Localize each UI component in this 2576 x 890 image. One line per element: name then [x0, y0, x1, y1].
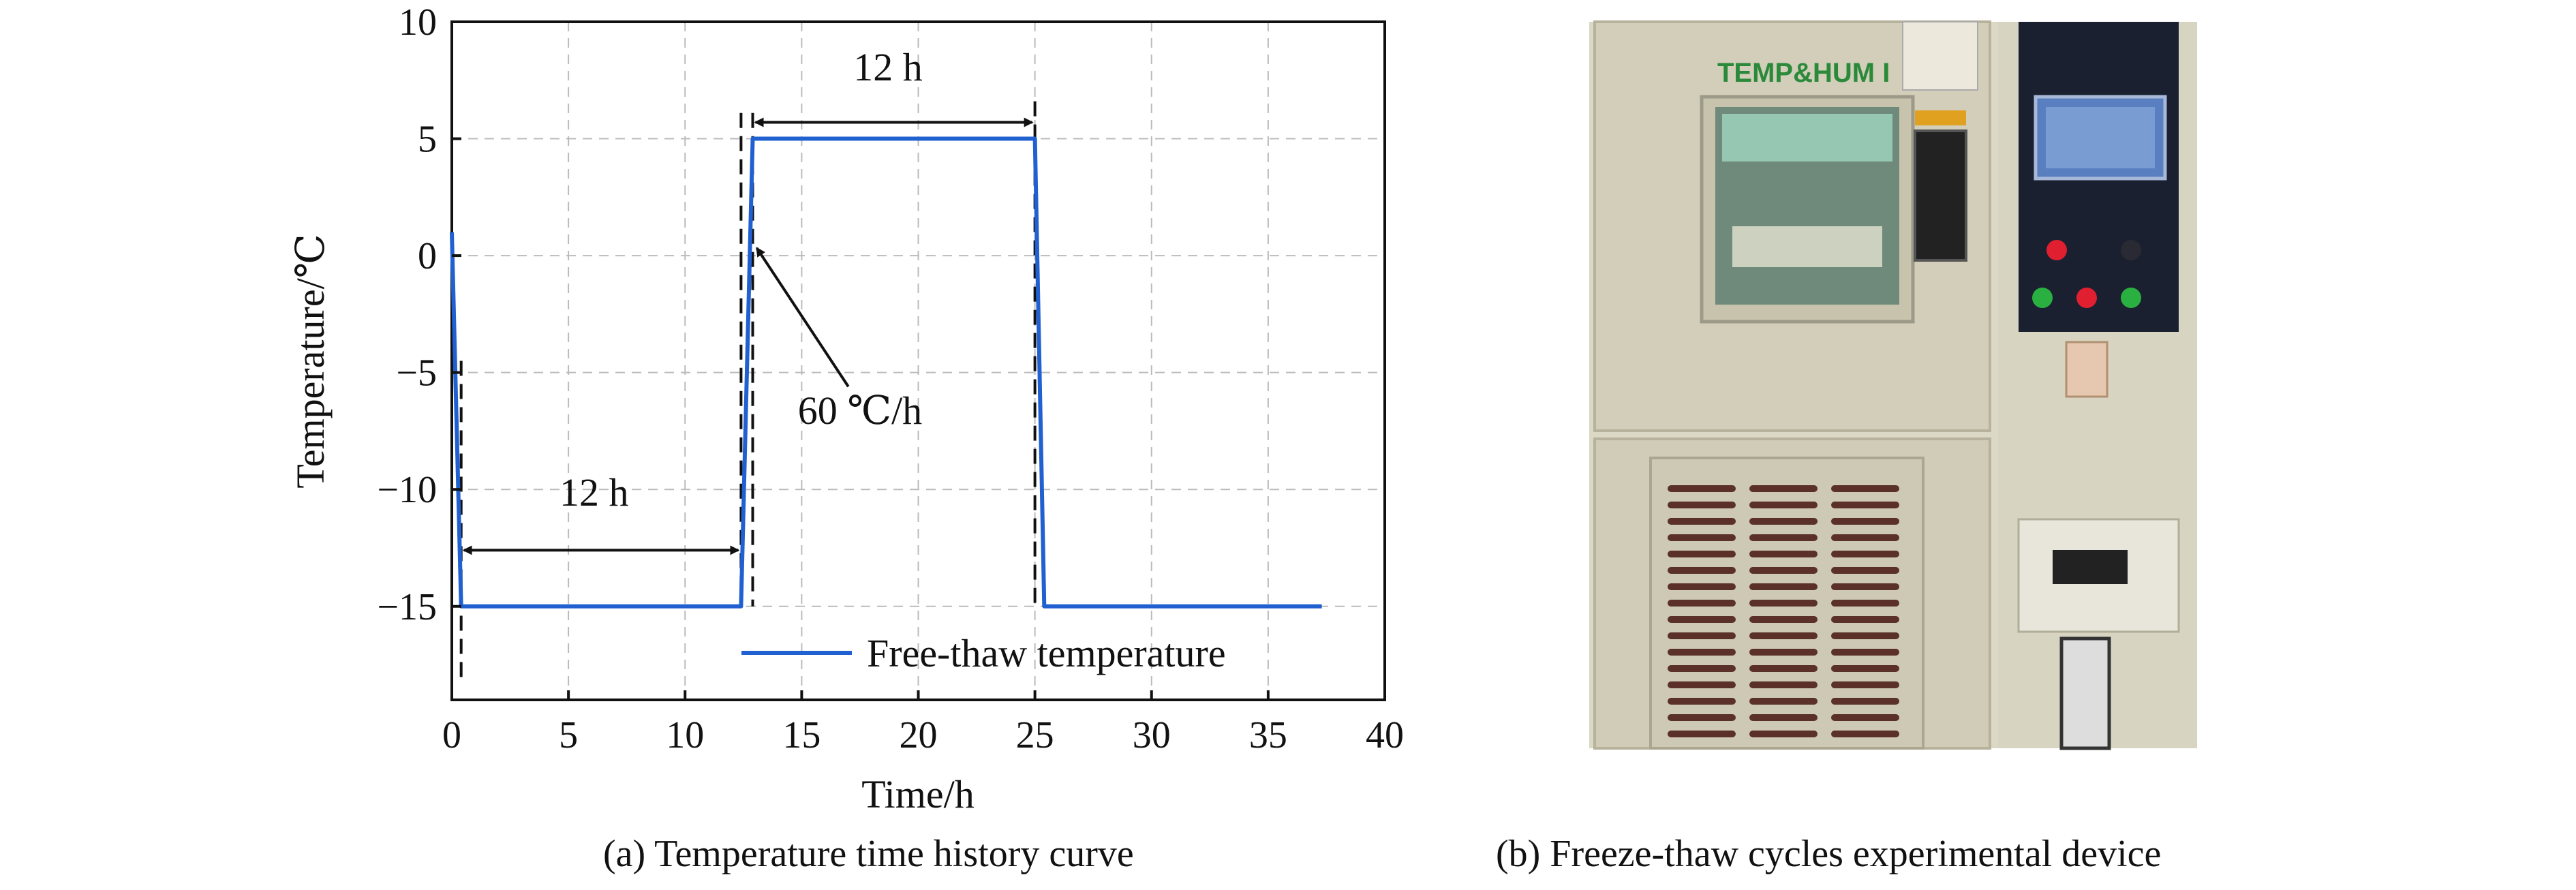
vent-slots: [1668, 485, 1899, 737]
caption-a: (a) Temperature time history curve: [603, 833, 1134, 875]
vent-slot: [1749, 583, 1818, 590]
x-tick-label: 30: [1133, 714, 1171, 756]
vent-slot: [1831, 502, 1899, 508]
dark-knob: [2121, 240, 2141, 260]
vent-slot: [1831, 583, 1899, 590]
vent-slot: [1831, 681, 1899, 688]
red-button-top: [2046, 240, 2067, 260]
vent-slot: [1749, 551, 1818, 557]
vent-slot: [1749, 714, 1818, 721]
vent-slot: [1668, 518, 1736, 525]
screen-content: [2046, 107, 2155, 168]
flow-meter: [2059, 636, 2111, 750]
window-shelf: [1732, 226, 1882, 267]
vent-slot: [1668, 698, 1736, 705]
x-tick-label: 40: [1366, 714, 1404, 756]
freeze-thaw-chamber-photo: TEMP&HUM I: [1589, 20, 2197, 750]
y-tick-label: −15: [377, 586, 437, 628]
chart-grid: [452, 22, 1385, 700]
vent-slot: [1831, 665, 1899, 672]
vent-slot: [1668, 551, 1736, 557]
vent-slot: [1831, 600, 1899, 607]
vent-slot: [1831, 551, 1899, 557]
vent-slot: [1831, 534, 1899, 541]
x-axis-title: Time/h: [861, 772, 974, 816]
y-axis-title: Temperature/℃: [288, 234, 333, 488]
vent-slot: [1749, 632, 1818, 639]
vent-slot: [1831, 714, 1899, 721]
y-tick-label: −5: [396, 352, 437, 395]
y-tick-label: −10: [377, 469, 437, 511]
annotation-label: 12 h: [559, 470, 629, 515]
vent-slot: [1668, 583, 1736, 590]
vent-slot: [1668, 567, 1736, 574]
temperature-chart: 0 5 10 15 20 25 30 35 40 10 5 0 −5 −10 −15 12 h 12 h 60…: [288, 1, 1404, 816]
vent-slot: [1749, 502, 1818, 508]
vent-slot: [1749, 616, 1818, 623]
y-tick-label: 5: [418, 119, 437, 161]
x-axis-ticks: 0 5 10 15 20 25 30 35 40: [442, 690, 1404, 756]
vent-slot: [1831, 731, 1899, 737]
rate-arrow: [755, 247, 850, 388]
y-tick-label: 0: [418, 235, 437, 277]
y-axis-ticks: 10 5 0 −5 −10 −15: [377, 1, 461, 628]
annotation-label: 12 h: [853, 45, 923, 89]
x-tick-label: 20: [900, 714, 938, 756]
vent-slot: [1668, 649, 1736, 656]
vent-slot: [1668, 731, 1736, 737]
power-switch: [2065, 341, 2109, 398]
vent-slot: [1749, 698, 1818, 705]
vent-slot: [1831, 616, 1899, 623]
caption-b: (b) Freeze-thaw cycles experimental devi…: [1496, 833, 2162, 875]
x-tick-label: 5: [559, 714, 578, 756]
vent-slot: [1668, 534, 1736, 541]
vent-slot: [1831, 518, 1899, 525]
x-tick-label: 35: [1249, 714, 1287, 756]
green-button-left: [2032, 288, 2053, 308]
vent-slot: [1668, 665, 1736, 672]
x-tick-label: 0: [442, 714, 461, 756]
slot-opening: [2053, 550, 2128, 584]
vent-slot: [1749, 485, 1818, 492]
chamber-brand-label: TEMP&HUM I: [1717, 58, 1890, 88]
vent-slot: [1831, 567, 1899, 574]
annotation-label: 60 ℃/h: [798, 388, 923, 433]
red-button-middle: [2076, 288, 2097, 308]
vent-slot: [1668, 681, 1736, 688]
legend: Free-thaw temperature: [741, 631, 1226, 675]
x-tick-label: 15: [782, 714, 821, 756]
vent-slot: [1749, 681, 1818, 688]
vent-slot: [1749, 600, 1818, 607]
vent-slot: [1831, 632, 1899, 639]
vent-slot: [1668, 600, 1736, 607]
vent-slot: [1668, 502, 1736, 508]
door-sticker: [1915, 110, 1966, 125]
vent-slot: [1668, 616, 1736, 623]
vent-slot: [1749, 534, 1818, 541]
vent-slot: [1831, 698, 1899, 705]
vent-slot: [1668, 485, 1736, 492]
vent-slot: [1831, 485, 1899, 492]
vent-slot: [1831, 649, 1899, 656]
vent-slot: [1668, 714, 1736, 721]
x-tick-label: 25: [1016, 714, 1054, 756]
vent-slot: [1668, 632, 1736, 639]
vent-slot: [1749, 665, 1818, 672]
vent-slot: [1749, 518, 1818, 525]
y-tick-label: 10: [399, 1, 437, 44]
legend-label: Free-thaw temperature: [867, 631, 1226, 675]
vent-slot: [1749, 567, 1818, 574]
vent-slot: [1749, 649, 1818, 656]
x-tick-label: 10: [666, 714, 704, 756]
vent-slot: [1749, 731, 1818, 737]
door-handle: [1914, 129, 1967, 262]
warning-labels: [1902, 21, 1978, 91]
window-glare: [1722, 114, 1892, 162]
annotations-layer: 12 h 12 h 60 ℃/h: [462, 45, 1034, 555]
green-button-right: [2121, 288, 2141, 308]
